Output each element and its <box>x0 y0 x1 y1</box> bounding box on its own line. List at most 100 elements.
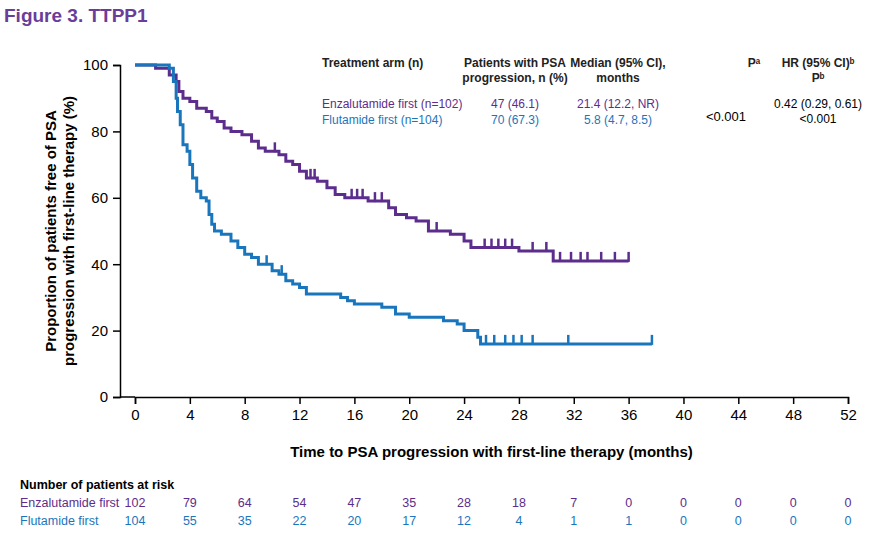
x-tick-label: 0 <box>131 406 139 423</box>
table-cell: 47 (46.1) <box>491 97 539 111</box>
x-tick-label: 24 <box>456 406 473 423</box>
censor-mark <box>483 239 486 249</box>
table-header: progression, n (%) <box>462 71 567 85</box>
chart-root: Figure 3. TTPP10481216202428323640444852… <box>0 0 891 537</box>
censor-mark <box>579 252 582 262</box>
censor-mark <box>493 335 496 345</box>
at-risk-series-name: Enzalutamide first <box>20 496 120 510</box>
y-tick-mark <box>113 198 120 200</box>
y-tick: 0 <box>100 388 120 405</box>
censor-mark <box>511 239 514 249</box>
table-header: Median (95% CI), <box>570 56 665 70</box>
at-risk-count: 0 <box>790 496 797 510</box>
x-tick-mark <box>738 397 740 404</box>
x-tick-label: 32 <box>566 406 583 423</box>
x-axis-label: Time to PSA progression with first-line … <box>290 443 693 460</box>
x-tick-mark <box>574 397 576 404</box>
table-hr: 0.42 (0.29, 0.61) <box>774 97 862 111</box>
x-tick-label: 16 <box>347 406 364 423</box>
x-tick: 16 <box>347 397 364 423</box>
x-tick-mark <box>409 397 411 404</box>
x-tick: 8 <box>241 397 249 423</box>
y-tick-label: 100 <box>83 56 108 73</box>
y-tick-mark <box>113 264 120 266</box>
x-tick-mark <box>135 397 137 404</box>
x-tick: 52 <box>840 397 857 423</box>
censor-mark <box>265 255 268 265</box>
y-axis-line <box>113 66 121 398</box>
censor-mark <box>504 335 507 345</box>
censor-mark <box>381 192 384 202</box>
x-tick: 4 <box>186 397 194 423</box>
at-risk-count: 7 <box>570 496 577 510</box>
at-risk-count: 1 <box>570 514 577 528</box>
x-tick-mark <box>519 397 521 404</box>
x-tick: 40 <box>676 397 693 423</box>
x-tick-mark <box>793 397 795 404</box>
at-risk-count: 55 <box>183 514 197 528</box>
x-axis: 0481216202428323640444852 <box>131 397 857 423</box>
at-risk-series-name: Flutamide first <box>20 514 99 528</box>
x-tick-label: 40 <box>676 406 693 423</box>
table-header: Treatment arm (n) <box>322 56 423 70</box>
x-axis-line <box>136 398 849 405</box>
x-tick-label: 48 <box>785 406 802 423</box>
y-tick: 100 <box>83 56 120 73</box>
y-tick: 20 <box>91 322 120 339</box>
censor-mark <box>313 169 316 179</box>
at-risk-title: Number of patients at risk <box>20 478 174 492</box>
x-tick-mark <box>299 397 301 404</box>
y-axis: 020406080100 <box>83 56 121 405</box>
x-tick-mark <box>628 397 630 404</box>
censor-mark <box>531 242 534 252</box>
x-tick-mark <box>683 397 685 404</box>
table-header: Patients with PSA <box>464 56 566 70</box>
table-header: Pᵃ <box>748 56 761 70</box>
censor-mark <box>485 335 488 345</box>
y-tick-label: 40 <box>91 256 108 273</box>
table-header: HR (95% CI)ᵇ <box>782 56 855 70</box>
table-cell: 70 (67.3) <box>491 113 539 127</box>
summary-table: Treatment arm (n) Patients with PSAprogre… <box>322 56 862 127</box>
x-tick: 32 <box>566 397 583 423</box>
at-risk-count: 79 <box>183 496 197 510</box>
y-tick-label: 80 <box>91 123 108 140</box>
table-cell: 21.4 (12.2, NR) <box>577 97 659 111</box>
at-risk-count: 0 <box>680 514 687 528</box>
at-risk-count: 17 <box>402 514 416 528</box>
table-hr: <0.001 <box>799 112 836 126</box>
y-tick-mark <box>113 65 120 67</box>
censor-mark <box>497 239 500 249</box>
censor-mark <box>512 335 515 345</box>
at-risk-count: 104 <box>125 514 146 528</box>
censor-mark <box>570 252 573 262</box>
at-risk-count: 0 <box>790 514 797 528</box>
censor-mark <box>520 335 523 345</box>
x-tick-mark <box>244 397 246 404</box>
y-tick: 40 <box>91 256 120 273</box>
x-tick-label: 36 <box>621 406 638 423</box>
censor-mark <box>350 189 353 199</box>
plot-area <box>135 65 652 345</box>
x-tick-label: 8 <box>241 406 249 423</box>
at-risk-count: 0 <box>845 496 852 510</box>
at-risk-count: 12 <box>457 514 471 528</box>
at-risk-count: 20 <box>347 514 361 528</box>
at-risk-count: 0 <box>625 496 632 510</box>
x-tick-mark <box>464 397 466 404</box>
chart-title: Figure 3. TTPP1 <box>4 5 148 26</box>
x-tick: 44 <box>730 397 747 423</box>
censor-mark <box>614 252 617 262</box>
at-risk-count: 0 <box>845 514 852 528</box>
y-axis-label: progression with first-line therapy (%) <box>60 96 77 366</box>
at-risk-count: 35 <box>238 514 252 528</box>
at-risk-count: 18 <box>512 496 526 510</box>
censor-mark <box>567 335 570 345</box>
x-tick: 20 <box>401 397 418 423</box>
censor-mark <box>600 252 603 262</box>
censor-mark <box>280 265 283 275</box>
at-risk-count: 0 <box>735 514 742 528</box>
x-tick-label: 44 <box>730 406 747 423</box>
table-cell: Enzalutamide first (n=102) <box>322 97 462 111</box>
y-tick-label: 0 <box>100 388 108 405</box>
